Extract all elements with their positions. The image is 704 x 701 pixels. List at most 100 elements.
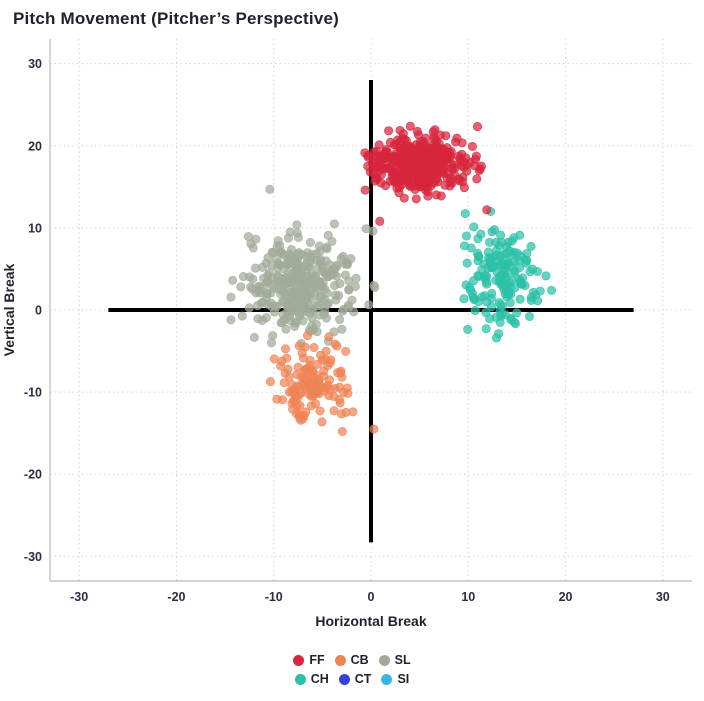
point-CH xyxy=(476,229,486,239)
legend-item-CT[interactable]: CT xyxy=(338,672,371,686)
point-CH xyxy=(512,308,522,318)
point-FF xyxy=(398,129,408,139)
point-SL xyxy=(248,243,258,253)
point-FF xyxy=(446,163,456,173)
point-SL xyxy=(295,274,305,284)
point-SL xyxy=(364,300,374,310)
point-CH xyxy=(510,319,520,329)
point-CH xyxy=(522,255,532,265)
point-FF xyxy=(446,173,456,183)
y-tick-label: -10 xyxy=(24,386,42,400)
legend-item-CH[interactable]: CH xyxy=(294,672,329,686)
point-CB xyxy=(330,383,340,393)
legend-row: CH CT SI xyxy=(294,672,409,686)
scatter-plot: -30 -20 -10 0 10 20 30 -30 -20 -10 0 10 20 30 Horizont… xyxy=(1,39,692,629)
point-FF xyxy=(441,131,451,141)
point-SL xyxy=(347,295,357,305)
point-SL xyxy=(361,224,371,234)
point-SL xyxy=(290,318,300,328)
legend-dot-FF xyxy=(293,654,305,666)
point-SL xyxy=(321,313,331,323)
point-FF xyxy=(389,169,399,179)
legend-dot-CH xyxy=(294,673,306,685)
point-SL xyxy=(257,262,267,272)
chart-title: Pitch Movement (Pitcher’s Perspective) xyxy=(13,9,339,28)
point-SL xyxy=(306,283,316,293)
point-CH xyxy=(505,298,515,308)
x-tick-label: 30 xyxy=(656,590,670,604)
point-SL xyxy=(302,257,312,267)
point-FF xyxy=(394,183,404,193)
point-FF xyxy=(360,148,370,158)
point-CB xyxy=(272,394,282,404)
point-SL xyxy=(270,301,280,311)
point-FF xyxy=(397,146,407,156)
y-tick-label: 20 xyxy=(28,139,42,153)
point-CH xyxy=(481,324,491,334)
point-FF xyxy=(454,174,464,184)
point-CH xyxy=(466,243,476,253)
point-SL xyxy=(289,288,299,298)
y-tick-label: 0 xyxy=(35,304,42,318)
legend-item-FF[interactable]: FF xyxy=(293,653,325,667)
point-SL xyxy=(269,283,279,293)
point-SL xyxy=(251,234,261,244)
point-CH xyxy=(487,288,497,298)
point-SL xyxy=(276,289,286,299)
point-CH xyxy=(470,306,480,316)
point-FF xyxy=(418,158,428,168)
point-CH xyxy=(488,263,498,273)
point-CB xyxy=(324,332,334,342)
y-axis-title: Vertical Break xyxy=(1,263,17,356)
point-FF xyxy=(396,155,406,165)
point-CB xyxy=(317,417,327,427)
point-SL xyxy=(308,325,318,335)
point-CH xyxy=(465,282,475,292)
legend-item-SL[interactable]: SL xyxy=(378,653,411,667)
point-CH xyxy=(532,267,542,277)
series-CB xyxy=(265,331,379,437)
point-CH xyxy=(480,271,490,281)
point-SL xyxy=(323,230,333,240)
point-CB xyxy=(316,382,326,392)
point-FF xyxy=(405,121,415,131)
point-CH xyxy=(501,310,511,320)
point-SL xyxy=(370,282,380,292)
point-CH xyxy=(469,294,479,304)
point-CB xyxy=(295,401,305,411)
point-SL xyxy=(318,278,328,288)
point-CH xyxy=(531,290,541,300)
point-CH xyxy=(515,294,525,304)
legend-item-SI[interactable]: SI xyxy=(381,672,409,686)
point-CB xyxy=(303,331,313,341)
point-FF xyxy=(386,162,396,172)
point-FF xyxy=(431,190,441,200)
point-SL xyxy=(266,273,276,283)
point-SL xyxy=(292,220,302,230)
point-SL xyxy=(262,292,272,302)
point-CH xyxy=(492,250,502,260)
point-CB xyxy=(315,406,325,416)
point-SL xyxy=(307,304,317,314)
legend-item-CB[interactable]: CB xyxy=(334,653,369,667)
point-CH xyxy=(496,237,506,247)
legend-label-FF: FF xyxy=(309,653,325,667)
point-CH xyxy=(459,294,469,304)
point-FF xyxy=(377,152,387,162)
point-SL xyxy=(244,303,254,313)
y-tick-label: 10 xyxy=(28,221,42,235)
point-CB xyxy=(289,396,299,406)
point-SL xyxy=(328,264,338,274)
point-CB xyxy=(309,343,319,353)
point-SL xyxy=(255,288,265,298)
point-SL xyxy=(337,324,347,334)
point-CH xyxy=(481,308,491,318)
point-SL xyxy=(282,259,292,269)
point-FF xyxy=(360,185,370,195)
point-FF xyxy=(393,175,403,185)
point-CH xyxy=(497,281,507,291)
point-FF xyxy=(472,174,482,184)
point-FF xyxy=(459,183,469,193)
point-SL xyxy=(335,315,345,325)
point-CB xyxy=(284,372,294,382)
